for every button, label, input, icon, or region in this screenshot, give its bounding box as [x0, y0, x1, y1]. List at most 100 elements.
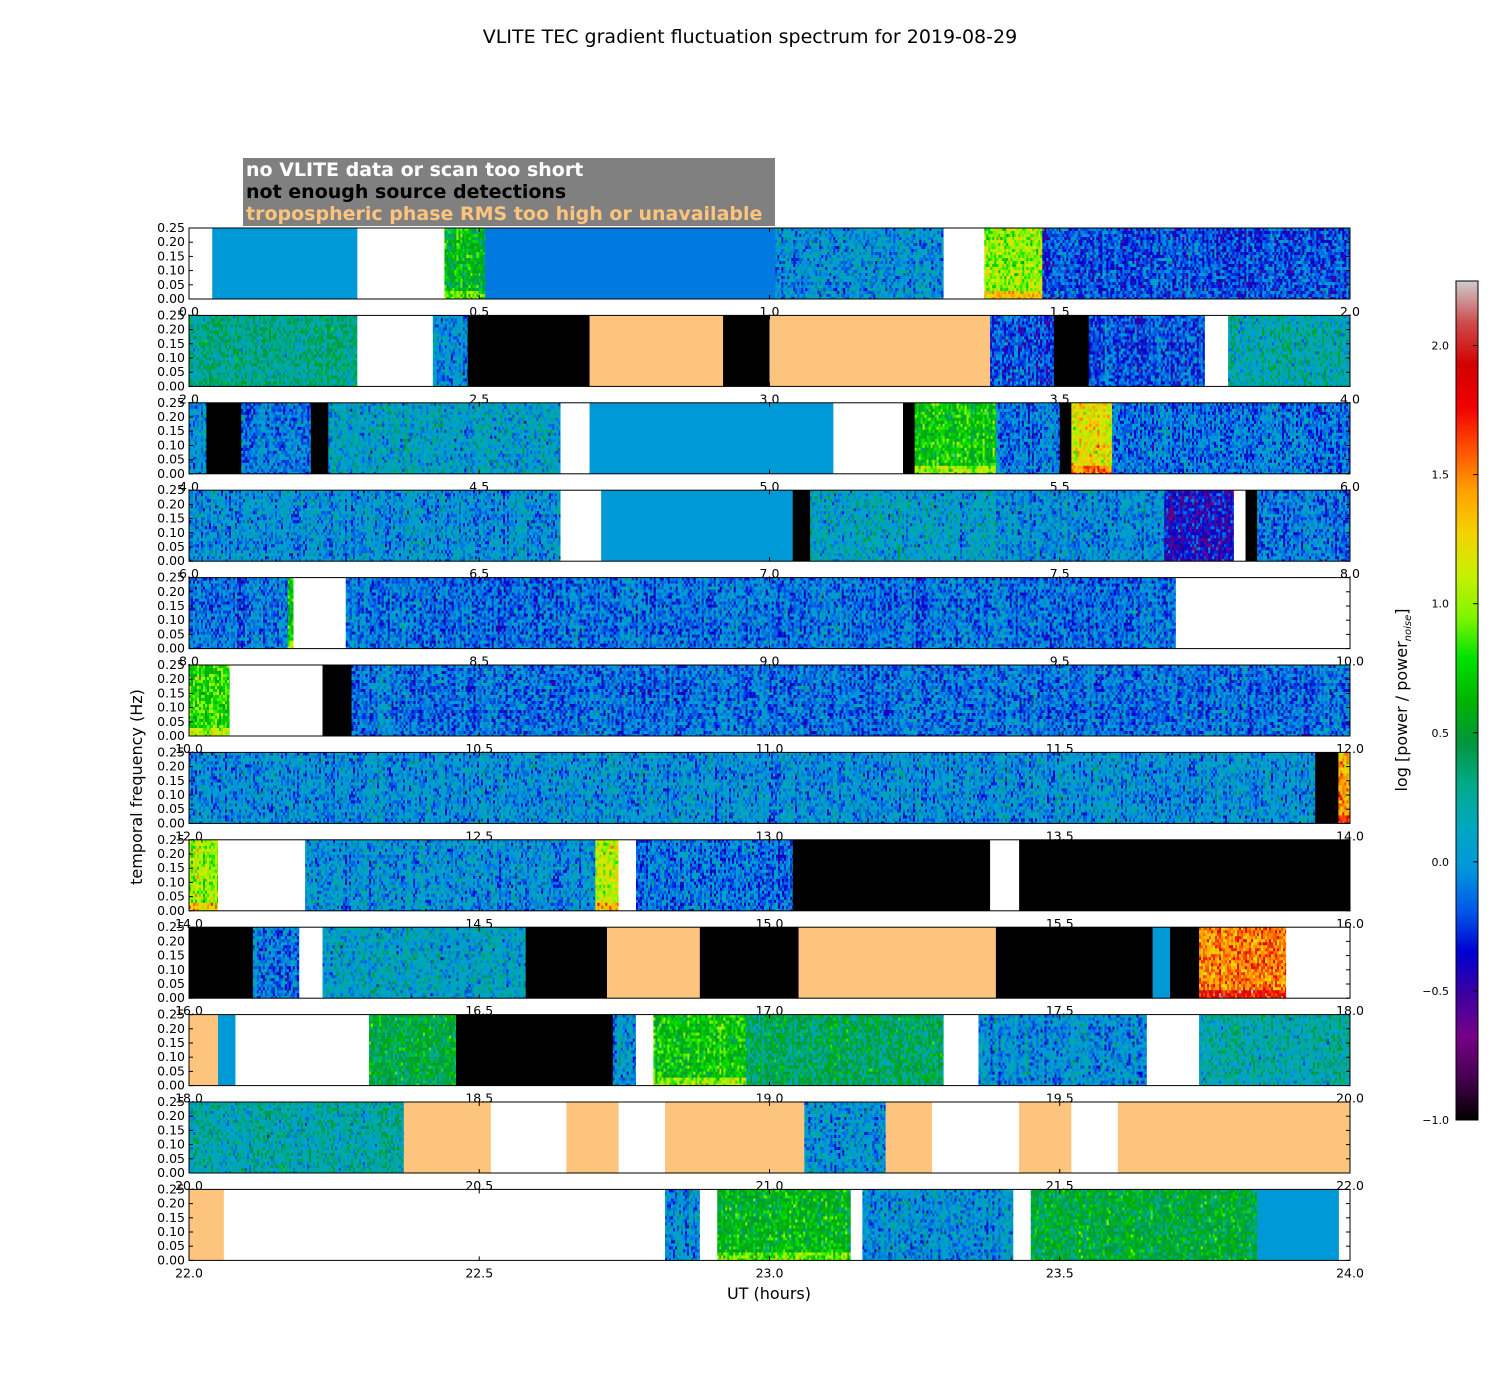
spectrum-cell	[446, 252, 448, 255]
spectrum-cell	[452, 252, 454, 255]
spectrum-cell	[444, 273, 446, 276]
spectrum-cell	[444, 288, 446, 291]
spectrum-cell	[452, 234, 454, 237]
spectrum-cell	[448, 255, 450, 258]
spectrum-cell	[464, 294, 466, 297]
spectrum-cell	[446, 285, 448, 288]
spectrum-cell	[474, 270, 476, 273]
spectrum-cell	[474, 261, 476, 264]
spectrum-cell	[458, 294, 460, 297]
spectrum-cell	[450, 258, 452, 261]
spectrum-cell	[456, 267, 458, 270]
spectrum-cell	[464, 285, 466, 288]
spectrum-cell	[476, 261, 478, 264]
spectrum-cell	[472, 261, 474, 264]
spectrum-cell	[450, 294, 452, 297]
spectrum-cell	[460, 246, 462, 249]
spectrum-cell	[478, 267, 480, 270]
legend: no VLITE data or scan too short not enou…	[243, 158, 775, 226]
spectrum-cell	[476, 291, 478, 294]
spectrum-cell	[462, 267, 464, 270]
spectrum-cell	[452, 288, 454, 291]
spectrum-cell	[458, 246, 460, 249]
spectrum-cell	[476, 255, 478, 258]
spectrum-cell	[454, 267, 456, 270]
no-data-block	[189, 228, 213, 299]
spectrum-cell	[466, 267, 468, 270]
spectrum-cell	[450, 288, 452, 291]
spectrum-cell	[460, 243, 462, 246]
spectrum-cell	[460, 237, 462, 240]
spectrum-cell	[464, 267, 466, 270]
spectrum-cell	[462, 243, 464, 246]
spectrum-cell	[450, 261, 452, 264]
spectrum-cell	[456, 231, 458, 234]
spectrum-cell	[464, 252, 466, 255]
spectrum-cell	[450, 246, 452, 249]
spectrum-cell	[454, 264, 456, 267]
spectrum-cell	[452, 276, 454, 279]
spectrum-cell	[458, 288, 460, 291]
spectrum-cell	[444, 255, 446, 258]
spectrum-cell	[466, 240, 468, 243]
spectrum-cell	[456, 264, 458, 267]
spectrum-cell	[446, 276, 448, 279]
spectrum-cell	[454, 234, 456, 237]
spectrum-cell	[444, 240, 446, 243]
spectrum-cell	[466, 237, 468, 240]
spectrum-cell	[474, 243, 476, 246]
spectrum-cell	[472, 282, 474, 285]
spectrum-cell	[476, 237, 478, 240]
spectrum-cell	[450, 276, 452, 279]
spectrum-cell	[446, 261, 448, 264]
spectrum-cell	[472, 279, 474, 282]
spectrum-cell	[448, 237, 450, 240]
spectrum-cell	[472, 231, 474, 234]
spectrum-cell	[460, 273, 462, 276]
spectrum-cell	[456, 270, 458, 273]
spectrum-cell	[472, 237, 474, 240]
spectrum-cell	[466, 231, 468, 234]
spectrum-cell	[464, 276, 466, 279]
spectrum-cell	[458, 240, 460, 243]
spectrum-cell	[480, 252, 482, 255]
spectrum-cell	[454, 261, 456, 264]
spectrum-cell	[458, 276, 460, 279]
spectrum-cell	[446, 237, 448, 240]
spectrum-cell	[480, 264, 482, 267]
spectrum-cell	[474, 291, 476, 294]
spectrum-cell	[476, 294, 478, 297]
spectrum-cell	[454, 294, 456, 297]
spectrum-cell	[464, 240, 466, 243]
spectrum-cell	[470, 270, 472, 273]
spectrum-cell	[472, 246, 474, 249]
spectrum-cell	[468, 282, 470, 285]
spectrum-cell	[456, 276, 458, 279]
spectrum-cell	[480, 249, 482, 252]
spectrum-cell	[468, 237, 470, 240]
spectrum-cell	[456, 282, 458, 285]
spectrum-cell	[450, 252, 452, 255]
spectrum-cell	[464, 282, 466, 285]
spectrum-cell	[446, 288, 448, 291]
spectrum-cell	[476, 288, 478, 291]
spectrum-cell	[444, 231, 446, 234]
spectrum-cell	[446, 294, 448, 297]
spectrum-cell	[470, 237, 472, 240]
spectrum-cell	[460, 252, 462, 255]
spectrum-cell	[456, 237, 458, 240]
spectrum-cell	[452, 240, 454, 243]
spectrum-cell	[478, 279, 480, 282]
spectrum-cell	[468, 276, 470, 279]
spectrum-cell	[464, 231, 466, 234]
spectrum-cell	[450, 237, 452, 240]
spectrum-cell	[444, 291, 446, 294]
spectrum-cell	[474, 282, 476, 285]
spectrum-cell	[450, 255, 452, 258]
spectrum-cell	[460, 261, 462, 264]
spectrum-cell	[468, 288, 470, 291]
spectrum-cell	[462, 252, 464, 255]
spectrum-cell	[448, 294, 450, 297]
spectrum-cell	[460, 276, 462, 279]
spectrum-cell	[468, 258, 470, 261]
